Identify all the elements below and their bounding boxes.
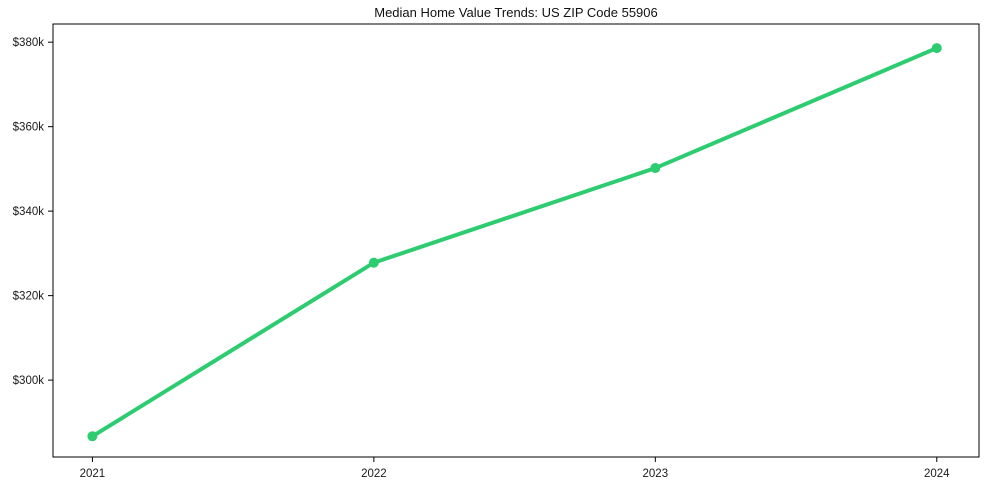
y-tick-label: $340k: [13, 206, 45, 218]
data-point: [368, 257, 379, 268]
x-tick-label: 2022: [361, 468, 387, 480]
x-tick-label: 2021: [80, 468, 106, 480]
y-tick-label: $300k: [13, 375, 45, 387]
data-point: [650, 163, 661, 174]
y-tick-label: $320k: [13, 291, 45, 303]
y-tick-label: $360k: [13, 122, 45, 134]
line-series: [90, 46, 939, 439]
plot-border: [52, 23, 980, 458]
y-tick-label: $380k: [13, 37, 45, 49]
chart-title: Median Home Value Trends: US ZIP Code 55…: [374, 5, 658, 20]
data-point: [87, 431, 98, 442]
x-tick-label: 2024: [924, 468, 950, 480]
x-tick-label: 2023: [643, 468, 669, 480]
data-point: [931, 43, 942, 54]
